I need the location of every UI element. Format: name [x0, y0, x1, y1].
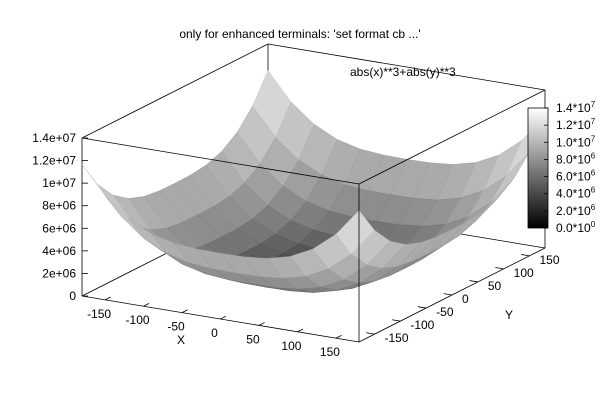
x-tick-label: -150 — [87, 307, 111, 321]
x-tick-label: 0 — [211, 326, 218, 340]
z-tick-label: 4e+06 — [42, 244, 76, 258]
y-tick-label: 100 — [514, 266, 534, 280]
x-tick — [297, 328, 304, 333]
x-tick — [220, 315, 227, 320]
colorbar-tick-label: 6.0*106 — [556, 169, 596, 184]
x-tick-label: -50 — [167, 320, 185, 334]
colorbar-ticks: 0.0*100 2.0*106 4.0*106 6.0*106 8.0*106 1.0*1… — [544, 100, 596, 235]
colorbar-tick-label: 1.2*107 — [556, 117, 596, 132]
box-edge — [358, 89, 546, 185]
chart-title: only for enhanced terminals: 'set format… — [179, 27, 420, 41]
axis-ticks: -150 -100 -50 0 50 100 150-150-100-50050100150… — [32, 131, 560, 359]
surface-facet — [335, 210, 375, 255]
colorbar-tick-label: 1.4*107 — [556, 100, 596, 115]
x-tick — [104, 296, 111, 301]
colorbar-tick-label: 2.0*106 — [556, 203, 596, 218]
x-tick — [335, 334, 342, 339]
y-tick-label: -50 — [436, 305, 454, 319]
surface-mesh — [81, 70, 546, 293]
y-tick-label: -150 — [385, 331, 409, 345]
axis-box-front — [81, 89, 546, 342]
colorbar-tick-label: 4.0*106 — [556, 186, 596, 201]
colorbar-tick-label: 1.0*107 — [556, 134, 596, 149]
y-tick — [417, 306, 427, 309]
colorbar-tick-label: 8.0*106 — [556, 151, 596, 166]
y-tick-label: 50 — [488, 279, 502, 293]
z-tick-label: 1.2e+07 — [32, 154, 76, 168]
y-tick — [521, 254, 530, 257]
colorbar — [527, 107, 549, 229]
x-tick — [143, 303, 150, 307]
x-tick-label: 150 — [320, 345, 340, 359]
y-tick-label: 150 — [540, 253, 560, 267]
y-tick — [391, 319, 401, 322]
y-tick-label: 0 — [462, 292, 469, 306]
x-axis-label: X — [177, 333, 185, 347]
z-tick-label: 0 — [69, 289, 76, 303]
box-edge — [81, 137, 360, 185]
z-tick-label: 1.4e+07 — [32, 131, 76, 145]
y-axis-label: Y — [505, 308, 513, 322]
x-tick — [258, 322, 265, 326]
x-tick-label: 100 — [281, 339, 301, 353]
z-tick-label: 1e+07 — [42, 176, 76, 190]
x-tick-label: 50 — [246, 332, 260, 346]
z-tick-label: 8e+06 — [42, 199, 76, 213]
colorbar-tick-label: 0.0*100 — [556, 220, 596, 235]
y-tick — [366, 332, 375, 335]
x-tick-label: -100 — [126, 313, 150, 327]
z-tick-label: 2e+06 — [42, 266, 76, 280]
y-tick-label: -100 — [410, 318, 434, 332]
box-edge — [267, 43, 546, 91]
box-edge — [81, 43, 269, 139]
z-tick-label: 6e+06 — [42, 221, 76, 235]
y-tick — [495, 267, 504, 270]
surface-legend-label: abs(x)**3+abs(y)**3 — [350, 65, 456, 79]
y-tick — [443, 293, 453, 296]
y-tick — [469, 280, 478, 283]
x-tick — [181, 309, 188, 313]
